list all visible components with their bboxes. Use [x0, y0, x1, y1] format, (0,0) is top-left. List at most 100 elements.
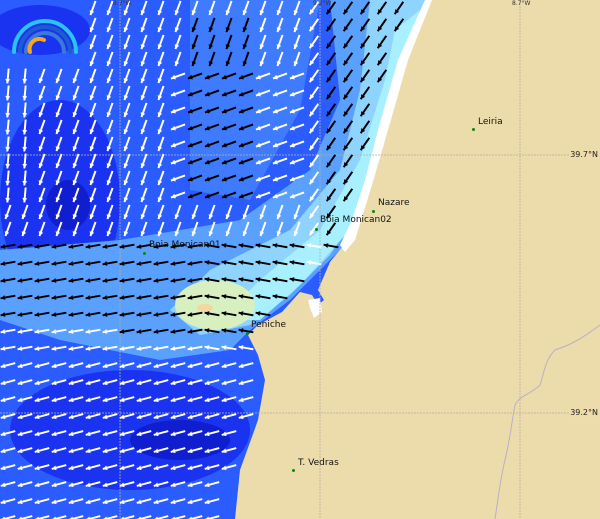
wave-arrow-head — [255, 277, 261, 282]
place-marker[interactable] — [246, 332, 249, 335]
wave-arrow-head — [309, 128, 315, 134]
wave-arrow-head — [242, 61, 248, 67]
wave-arrow-head — [377, 43, 383, 49]
wave-arrow-head — [187, 363, 193, 369]
place-marker[interactable] — [472, 128, 475, 131]
wave-arrow-head — [170, 244, 176, 249]
wave-arrow-head — [106, 231, 112, 237]
wave-arrow-head — [102, 448, 108, 454]
wave-arrow-head — [22, 146, 28, 152]
place-marker[interactable] — [292, 469, 295, 472]
wave-arrow-head — [55, 180, 61, 186]
wave-arrow-head — [1, 516, 6, 519]
wave-arrow-head — [157, 197, 163, 203]
wave-arrow-head — [119, 244, 125, 249]
wave-arrow-head — [0, 499, 6, 505]
wave-arrow-head — [17, 244, 23, 249]
wave-arrow-head — [102, 482, 108, 488]
wave-arrow-head — [309, 213, 315, 219]
wave-arrow-head — [293, 214, 299, 220]
wave-arrow-head — [157, 231, 163, 237]
wave-arrow-head — [208, 44, 214, 50]
wave-arrow-head — [326, 145, 332, 151]
place-label-boia-monican02: Boia Monican02 — [320, 215, 392, 225]
wave-arrow-head — [221, 397, 227, 403]
wave-arrow-head — [136, 261, 142, 266]
wave-arrow-head — [123, 95, 129, 101]
wave-arrow-head — [326, 111, 332, 117]
wave-arrow-head — [38, 214, 44, 220]
wave-arrow-head — [85, 482, 91, 488]
wave-arrow-head — [170, 261, 176, 266]
wave-arrow-head — [89, 44, 95, 50]
wave-arrow-head — [293, 61, 299, 67]
wave-arrow-head — [221, 294, 227, 299]
wave-arrow-head — [55, 197, 61, 203]
wave-arrow-head — [85, 346, 91, 351]
wave-arrow-head — [276, 44, 282, 50]
wave-arrow-head — [360, 145, 366, 151]
wave-arrow-head — [89, 231, 95, 237]
wave-arrow-head — [289, 142, 295, 148]
wave-arrow-head — [34, 312, 40, 317]
wave-arrow-head — [255, 260, 261, 265]
wave-arrow-head — [5, 95, 11, 101]
wave-arrow-head — [157, 27, 163, 33]
wave-arrow-head — [140, 27, 146, 33]
wave-arrow-head — [343, 9, 349, 15]
wave-arrow-head — [221, 260, 227, 265]
wave-arrow-head — [106, 61, 112, 67]
wave-arrow-head — [85, 414, 91, 420]
wave-arrow-head — [204, 176, 210, 182]
wave-arrow-head — [0, 397, 6, 403]
wave-arrow-head — [191, 27, 197, 33]
wave-arrow-head — [68, 278, 74, 283]
buoy-marker[interactable] — [315, 228, 318, 231]
wave-arrow-head — [17, 278, 23, 283]
wave-arrow-head — [326, 162, 332, 168]
wave-arrow-head — [276, 10, 282, 16]
wave-arrow-head — [309, 230, 315, 236]
wave-arrow-head — [34, 380, 40, 386]
wave-arrow-head — [55, 214, 61, 220]
wave-arrow-head — [157, 214, 163, 220]
wave-arrow-head — [106, 10, 112, 16]
wave-arrow-head — [170, 380, 176, 386]
buoy-marker[interactable] — [143, 252, 146, 255]
wave-arrow-head — [360, 60, 366, 66]
wave-arrow-head — [85, 363, 91, 369]
wave-arrow-head — [123, 231, 129, 237]
wave-arrow-head — [0, 380, 6, 386]
wave-arrow-head — [119, 295, 125, 300]
wave-arrow-head — [89, 129, 95, 135]
wave-arrow-head — [157, 129, 163, 135]
wave-arrow-head — [34, 278, 40, 283]
wave-arrow-head — [187, 397, 193, 403]
wave-arrow-head — [34, 448, 40, 454]
wave-arrow-head — [106, 44, 112, 50]
wave-arrow-head — [360, 9, 366, 15]
wave-arrow-head — [89, 163, 95, 169]
wave-arrow-head — [309, 26, 315, 32]
wave-arrow-head — [293, 231, 299, 237]
wave-arrow-head — [119, 482, 125, 488]
wave-arrow-head — [204, 328, 210, 333]
wave-arrow-head — [326, 213, 332, 219]
wave-arrow-head — [238, 176, 244, 182]
wave-arrow — [170, 515, 186, 519]
wave-arrow-head — [170, 176, 176, 182]
wave-arrow-head — [255, 159, 261, 165]
wave-arrow-head — [221, 363, 227, 369]
wave-arrow-head — [123, 27, 129, 33]
place-marker[interactable] — [372, 210, 375, 213]
wave-arrow-head — [0, 431, 6, 437]
wave-arrow-head — [272, 260, 278, 265]
wave-arrow-head — [238, 294, 244, 299]
wave-arrow-head — [221, 465, 227, 471]
wave-arrow-head — [22, 95, 28, 101]
wave-arrow-head — [140, 163, 146, 169]
wave-arrow-head — [221, 193, 227, 199]
